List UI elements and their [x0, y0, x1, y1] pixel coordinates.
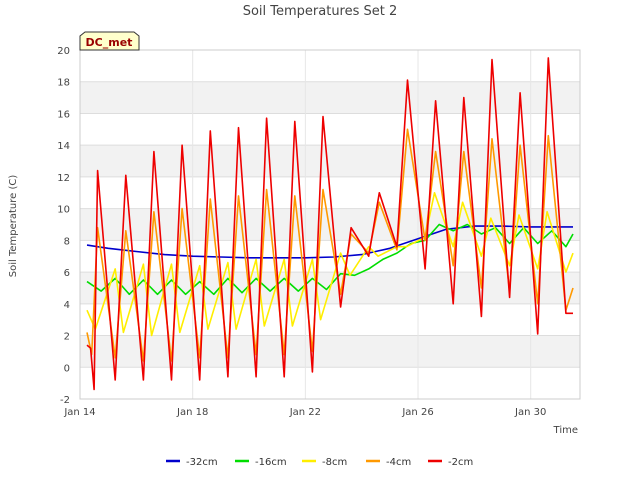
chart-title: Soil Temperatures Set 2	[243, 4, 398, 19]
series-lines	[86, 57, 574, 391]
y-tick-label: -2	[60, 395, 70, 406]
legend-label: -2cm	[448, 457, 473, 468]
series-line-16cm	[86, 223, 574, 296]
y-tick-label: 6	[64, 268, 70, 279]
x-tick-label: Jan 18	[176, 407, 208, 418]
y-tick-label: 4	[64, 300, 70, 311]
annotation-box-shape	[79, 31, 140, 51]
y-tick-label: 2	[64, 332, 70, 343]
series-line-4cm	[86, 128, 574, 362]
plot-frame	[79, 49, 581, 400]
y-tick-label: 10	[57, 205, 70, 216]
x-tick-label: Jan 30	[514, 407, 546, 418]
grid-band	[80, 145, 580, 177]
y-tick-label: 8	[64, 236, 70, 247]
legend-label: -32cm	[186, 457, 218, 468]
x-axis-label: Time	[553, 425, 578, 436]
x-tick-label: Jan 22	[289, 407, 321, 418]
x-tick-label: Jan 14	[63, 407, 95, 418]
legend: -32cm -16cm -8cm -4cm -2cm	[166, 457, 473, 468]
grid-bands	[80, 81, 580, 368]
x-tick-label: Jan 26	[401, 407, 433, 418]
annotation-label: DC_met	[86, 36, 133, 49]
y-tick-label: 12	[57, 173, 70, 184]
legend-label: -16cm	[255, 457, 287, 468]
y-tick-label: 14	[57, 141, 70, 152]
legend-label: -8cm	[322, 457, 347, 468]
grid-band	[80, 81, 580, 114]
series-line-2cm	[86, 57, 573, 391]
y-tick-label: 16	[57, 109, 70, 120]
grid-band	[80, 335, 580, 368]
series-line-8cm	[86, 192, 574, 337]
y-tick-labels: -2 0 2 4 6 8 10 12 14 16 18 20	[57, 46, 70, 406]
y-tick-label: 20	[57, 46, 70, 57]
y-tick-label: 18	[57, 78, 70, 89]
x-tick-labels: Jan 14 Jan 18 Jan 22 Jan 26 Jan 30	[63, 407, 546, 418]
annotation-box: DC_met	[79, 31, 140, 51]
y-tick-label: 0	[64, 363, 70, 374]
y-axis-label: Soil Temperature (C)	[8, 175, 19, 278]
legend-label: -4cm	[386, 457, 411, 468]
